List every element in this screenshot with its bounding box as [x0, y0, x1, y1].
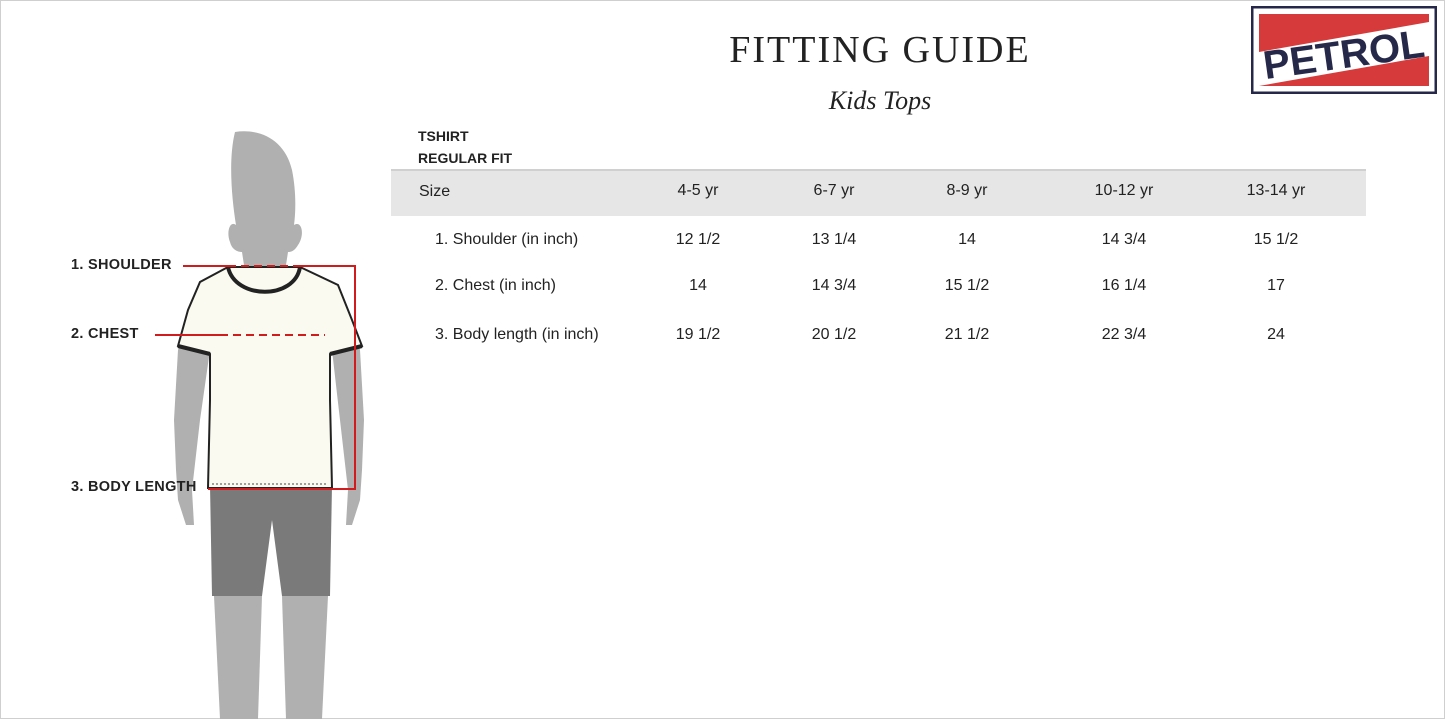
size-column-header: 4-5 yr [677, 182, 719, 199]
product-fit: REGULAR FIT [418, 150, 513, 166]
table-cell: 20 1/2 [811, 326, 857, 343]
table-cell: 24 [1267, 326, 1285, 343]
product-info: TSHIRT REGULAR FIT [418, 125, 512, 169]
table-cell: 14 3/4 [1101, 231, 1147, 248]
body-length-label: 3. BODY LENGTH [71, 479, 197, 495]
table-cell: 17 [1267, 277, 1285, 294]
product-type: TSHIRT [418, 128, 469, 144]
page-subtitle: Kids Tops [828, 86, 932, 115]
table-cell: 14 [958, 231, 976, 248]
table-cell: 15 1/2 [944, 277, 990, 294]
size-column-header: 13-14 yr [1246, 182, 1306, 199]
size-column-header: 6-7 yr [813, 182, 855, 199]
table-cell: 16 1/4 [1101, 277, 1147, 294]
kid-figure-illustration [155, 131, 364, 719]
table-cell: 14 [689, 277, 707, 294]
table-cell: 22 3/4 [1101, 326, 1147, 343]
table-cell: 21 1/2 [944, 326, 990, 343]
table-cell: 13 1/4 [811, 231, 857, 248]
row-label: 2. Chest (in inch) [435, 277, 556, 294]
row-label: 3. Body length (in inch) [435, 326, 599, 343]
size-header: Size [419, 183, 451, 200]
table-cell: 19 1/2 [675, 326, 721, 343]
size-column-header: 10-12 yr [1094, 182, 1154, 199]
shoulder-label: 1. SHOULDER [71, 257, 172, 273]
table-cell: 14 3/4 [811, 277, 857, 294]
size-column-header: 8-9 yr [946, 182, 988, 199]
row-label: 1. Shoulder (in inch) [435, 231, 579, 248]
chest-label: 2. CHEST [71, 326, 139, 342]
table-header-row [391, 169, 1366, 216]
table-cell: 15 1/2 [1253, 231, 1299, 248]
table-cell: 12 1/2 [675, 231, 721, 248]
petrol-logo: PETROL [1251, 6, 1437, 94]
page-title: FITTING GUIDE [729, 29, 1031, 71]
